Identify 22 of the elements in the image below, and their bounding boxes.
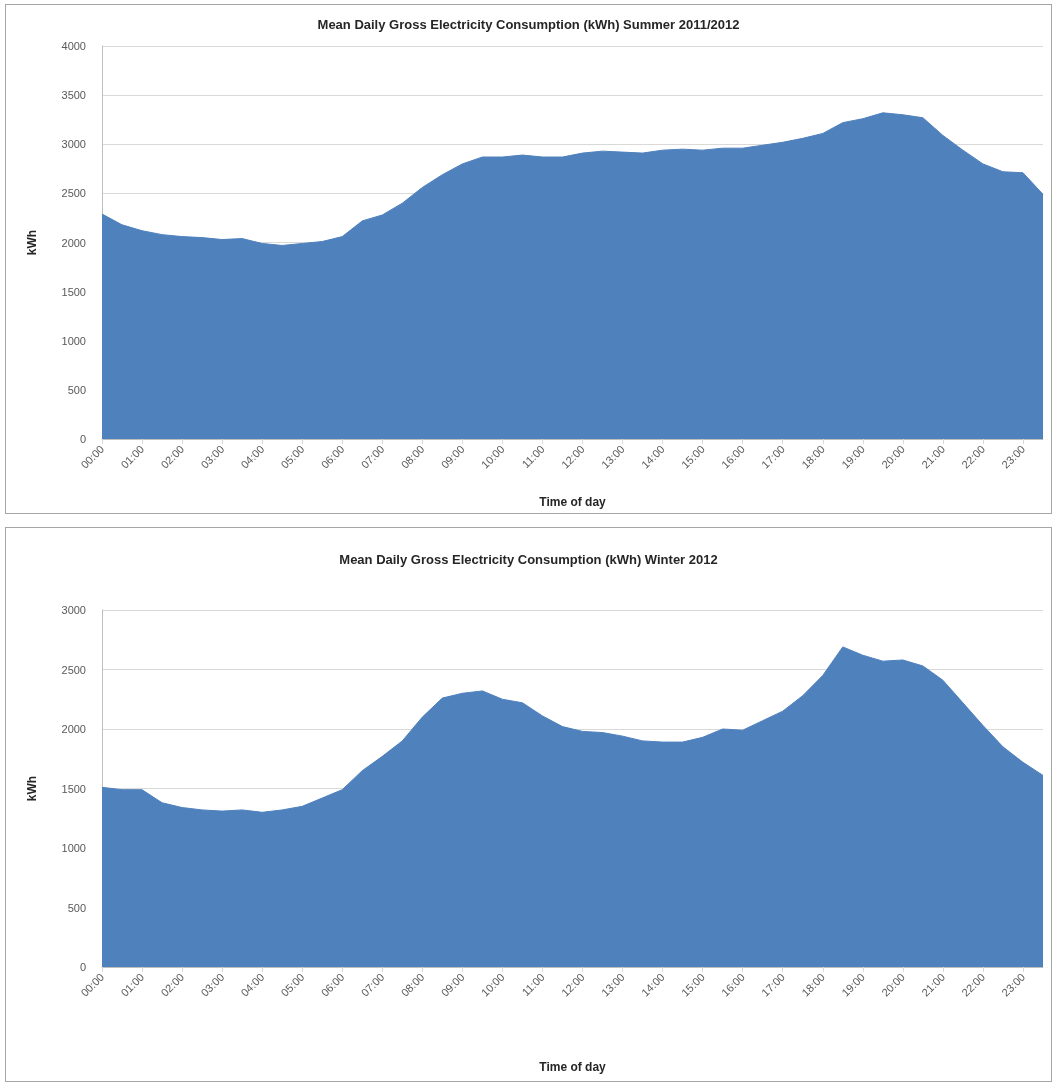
- y-tick-label: 0: [79, 961, 86, 973]
- y-tick-label: 1500: [61, 285, 86, 298]
- y-tick-label: 4000: [61, 40, 86, 52]
- chart-title: Mean Daily Gross Electricity Consumption (kWh) Winter 2012: [339, 552, 718, 567]
- y-tick-label: 1000: [61, 334, 86, 347]
- y-tick-label: 1500: [61, 782, 86, 795]
- y-tick-label: 2000: [61, 236, 86, 249]
- y-tick-label: 0: [79, 433, 86, 445]
- chart-title: Mean Daily Gross Electricity Consumption (kWh) Summer 2011/2012: [317, 17, 740, 32]
- y-tick-label: 2000: [61, 723, 86, 735]
- y-tick-label: 3000: [61, 604, 86, 616]
- x-axis-title: Time of day: [539, 495, 607, 509]
- y-tick-label: 3000: [61, 138, 86, 151]
- y-axis-title: kWh: [25, 229, 39, 256]
- y-tick-label: 2500: [61, 663, 86, 676]
- y-tick-label: 3500: [61, 89, 86, 102]
- y-tick-label: 500: [67, 383, 86, 396]
- x-axis-title: Time of day: [539, 1060, 607, 1074]
- y-tick-label: 2500: [61, 187, 86, 200]
- y-tick-label: 500: [67, 901, 86, 914]
- y-tick-label: 1000: [61, 842, 86, 854]
- y-axis-title: kWh: [25, 775, 39, 802]
